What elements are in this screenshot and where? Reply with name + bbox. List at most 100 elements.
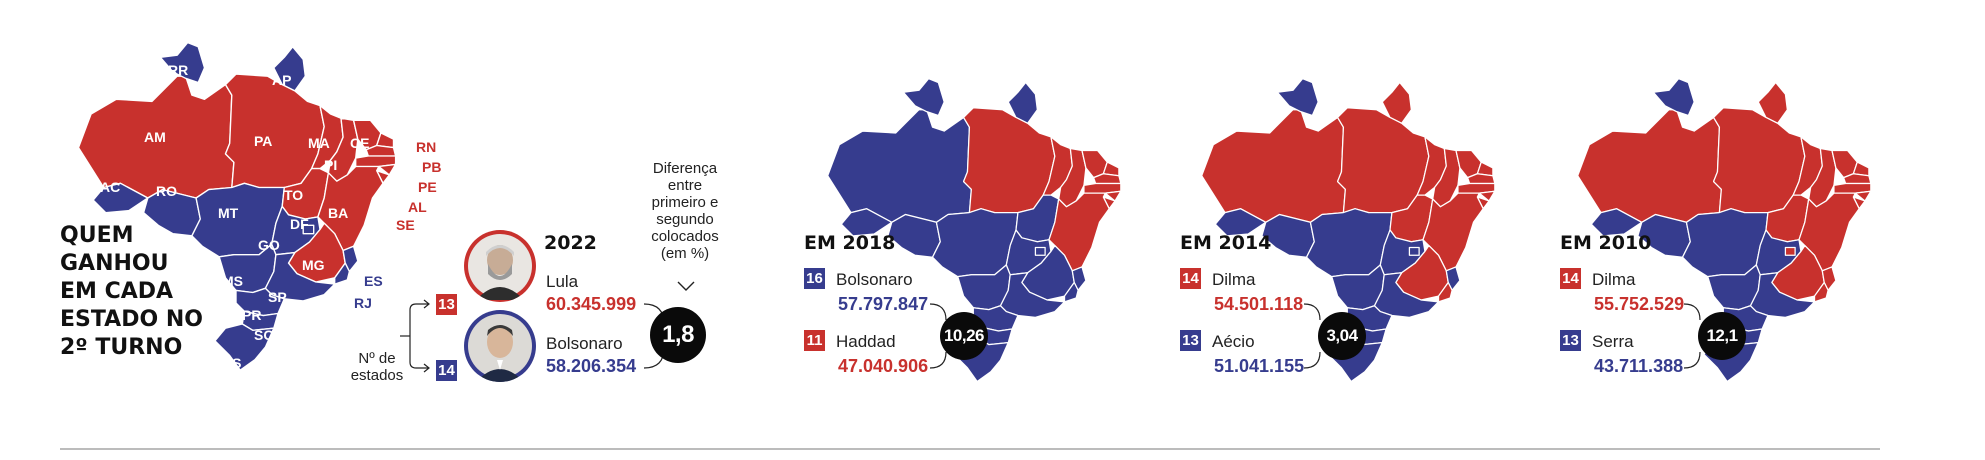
label-GO: GO — [258, 237, 280, 253]
label-MG: MG — [302, 257, 325, 273]
label-PE: PE — [418, 179, 437, 195]
brazil-map-2022: RR AP AM PA MA PI CE TO BA AC RO MT GO D… — [77, 41, 441, 371]
votes-lula: 60.345.999 — [546, 294, 637, 314]
label-CE: CE — [350, 135, 369, 151]
state-rj — [1813, 281, 1829, 303]
state-rr — [1652, 78, 1695, 117]
state-rj — [1063, 281, 1079, 303]
state-ba — [317, 165, 384, 252]
state-am — [827, 109, 972, 223]
chevron-down-icon — [677, 281, 695, 291]
brazil-map-2018 — [827, 78, 1122, 383]
label-SC: SC — [254, 327, 273, 343]
state-labels-2022: RR AP AM PA MA PI CE TO BA AC RO MT GO D… — [100, 62, 441, 371]
state-rj — [334, 262, 351, 285]
title-line: EM CADA — [60, 279, 174, 304]
state-count-2014-second: 13 — [1180, 330, 1201, 351]
state-ac — [1214, 208, 1267, 237]
state-df — [302, 224, 315, 235]
states-bracket — [400, 299, 430, 373]
votes-bolsonaro: 58.206.354 — [546, 356, 637, 376]
state-al — [1104, 190, 1122, 202]
state-count-2018-second: 11 — [804, 330, 825, 351]
difference-circle-2010: 12,1 — [1698, 312, 1746, 360]
states-note-line: estados — [350, 367, 404, 384]
label-ES: ES — [364, 273, 383, 289]
votes-2010-first: 55.752.529 — [1594, 294, 1685, 314]
state-pa — [1712, 107, 1806, 214]
state-count-2014-first: 14 — [1180, 268, 1201, 289]
difference-note-line: primeiro e — [651, 194, 719, 211]
state-am — [1577, 109, 1722, 223]
candidate-name-2014-first: Dilma — [1212, 270, 1256, 289]
state-pa — [1336, 107, 1430, 214]
difference-bracket-2010 — [1683, 303, 1701, 369]
year-2010: EM 2010 — [1560, 232, 1652, 254]
state-rr — [1276, 78, 1319, 117]
state-ba — [1798, 192, 1860, 272]
label-PI: PI — [324, 157, 337, 173]
state-al — [1478, 190, 1496, 202]
year-2018: EM 2018 — [804, 232, 896, 254]
state-count-2018-first: 16 — [804, 268, 825, 289]
state-df — [1034, 246, 1046, 256]
year-2022: 2022 — [544, 232, 597, 254]
votes-2018-second: 47.040.906 — [838, 356, 929, 376]
label-BA: BA — [328, 205, 348, 221]
candidate-name-bolsonaro: Bolsonaro — [546, 334, 623, 353]
label-MS: MS — [222, 273, 243, 289]
difference-circle-2018: 10,26 — [940, 312, 988, 360]
label-RJ: RJ — [354, 295, 372, 311]
label-PR: PR — [242, 307, 261, 323]
label-RS: RS — [222, 355, 241, 371]
label-SE: SE — [396, 217, 415, 233]
votes-2010-second: 43.711.388 — [1594, 356, 1684, 376]
votes-2014-second: 51.041.155 — [1214, 356, 1305, 376]
state-count-bolsonaro: 14 — [436, 360, 457, 381]
state-ba — [1422, 192, 1484, 272]
state-df — [1784, 246, 1796, 256]
label-SP: SP — [268, 289, 287, 305]
label-MT: MT — [218, 205, 239, 221]
label-AP: AP — [272, 72, 291, 88]
bolsonaro-portrait — [464, 310, 536, 382]
title-line: GANHOU — [60, 251, 169, 276]
state-pa — [224, 73, 325, 189]
difference-bracket-2014 — [1303, 303, 1321, 369]
state-rr — [902, 78, 945, 117]
state-am — [1201, 109, 1346, 223]
state-ba — [1048, 192, 1110, 272]
difference-note-line: (em %) — [660, 245, 710, 262]
label-DF: DF — [290, 216, 309, 232]
states-note-line: Nº de — [358, 350, 396, 367]
state-pa — [962, 107, 1056, 214]
label-PA: PA — [254, 133, 272, 149]
label-AL: AL — [408, 199, 427, 215]
states-note: Nº de estados — [342, 350, 412, 384]
candidate-name-lula: Lula — [546, 272, 579, 291]
difference-note-line: segundo — [656, 211, 714, 228]
lula-portrait — [464, 230, 536, 302]
title-line: 2º TURNO — [60, 335, 183, 360]
label-TO: TO — [284, 187, 303, 203]
state-ac — [92, 182, 149, 214]
label-RO: RO — [156, 183, 177, 199]
difference-circle-2014: 3,04 — [1318, 312, 1366, 360]
difference-note-line: entre — [667, 177, 703, 194]
state-df — [1408, 246, 1420, 256]
label-PB: PB — [422, 159, 441, 175]
title-line: QUEM — [60, 223, 134, 248]
label-AM: AM — [144, 129, 166, 145]
votes-2018-first: 57.797.847 — [838, 294, 929, 314]
state-ac — [840, 208, 893, 237]
state-rj — [1437, 281, 1453, 303]
state-al — [1854, 190, 1872, 202]
state-count-lula: 13 — [436, 294, 457, 315]
label-MA: MA — [308, 135, 330, 151]
state-rr — [159, 41, 206, 84]
state-count-2010-second: 13 — [1560, 330, 1581, 351]
candidate-name-2018-second: Haddad — [836, 332, 896, 351]
bottom-divider — [60, 448, 1880, 450]
candidate-name-2010-second: Serra — [1592, 332, 1634, 351]
title-line: ESTADO NO — [60, 307, 203, 332]
